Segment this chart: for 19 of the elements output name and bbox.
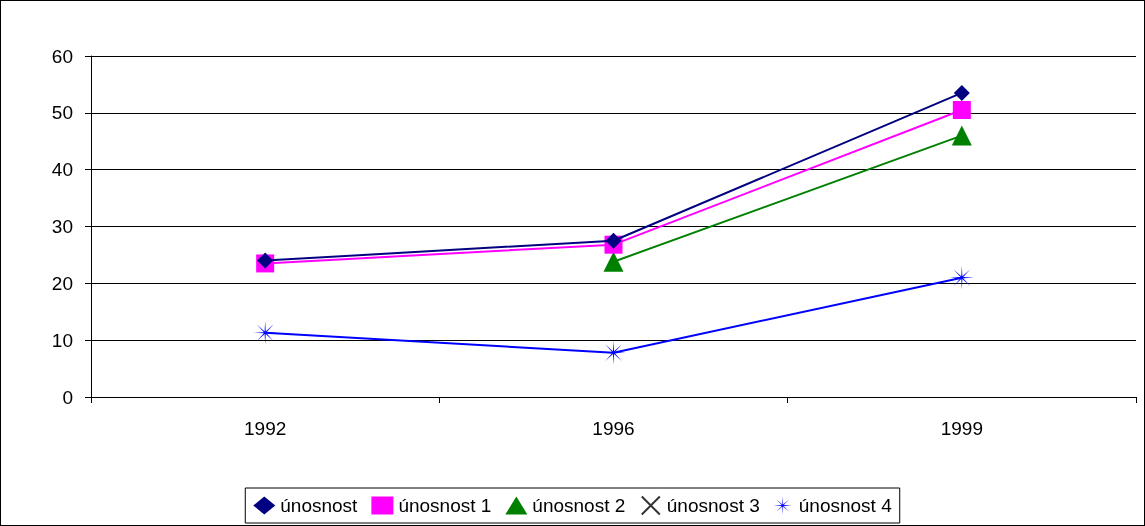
y-tick-label: 0 bbox=[62, 386, 73, 408]
y-tick-label: 60 bbox=[51, 45, 73, 67]
point bbox=[953, 84, 970, 101]
legend-label: únosnost 2 bbox=[532, 495, 626, 516]
x-tick-label: 1999 bbox=[940, 418, 983, 439]
legend-label: únosnost 3 bbox=[666, 495, 760, 516]
y-tick-label: 20 bbox=[51, 272, 73, 294]
legend-label: únosnost bbox=[280, 495, 359, 516]
point bbox=[605, 232, 622, 249]
legend-label: únosnost 4 bbox=[798, 495, 893, 516]
y-tick-label: 40 bbox=[51, 159, 73, 181]
x-tick-label: 1996 bbox=[592, 418, 635, 439]
point bbox=[257, 252, 274, 269]
x-tick-label: 1992 bbox=[244, 418, 287, 439]
y-tick-label: 50 bbox=[51, 102, 73, 124]
legend-label: únosnost 1 bbox=[398, 495, 492, 516]
y-tick-label: 10 bbox=[51, 329, 73, 351]
point bbox=[952, 100, 971, 119]
y-tick-label: 30 bbox=[51, 216, 73, 237]
